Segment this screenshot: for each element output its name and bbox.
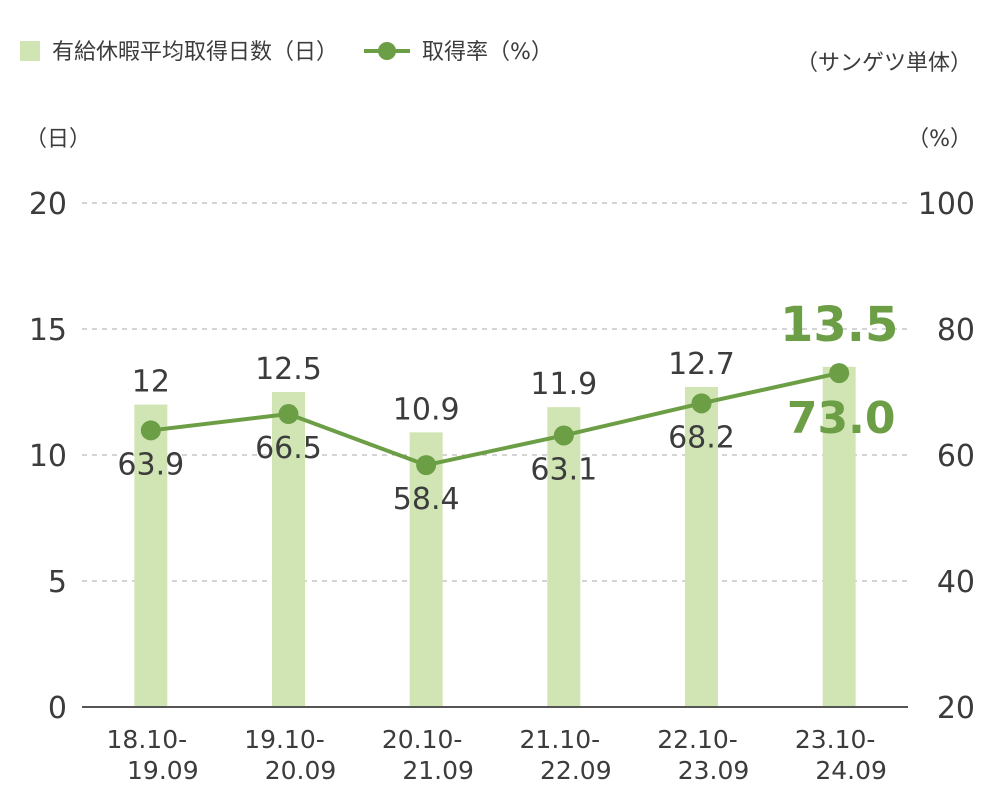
y-left-tick-label: 15 [29, 313, 67, 348]
line-point [140, 420, 161, 441]
bar [272, 392, 305, 707]
line-point [278, 404, 299, 425]
bar-value-label: 10.9 [393, 392, 460, 427]
line-value-label: 63.1 [530, 452, 597, 487]
bar [822, 366, 856, 707]
line-value-label: 66.5 [255, 431, 322, 466]
x-tick-label: 18.10- [107, 725, 188, 754]
bar-layer [134, 366, 856, 707]
bar [547, 407, 581, 707]
line-value-label: 68.2 [668, 420, 735, 455]
label-layer: 12 12.5 10.9 11.9 12.7 13.5 63.9 66.5 58.4 63.1 68… [117, 297, 898, 517]
y-left-tick-label: 20 [29, 187, 67, 222]
grid-layer [82, 202, 908, 582]
line-point [416, 455, 437, 476]
legend-line-label: 取得率（%） [422, 40, 553, 65]
scope-note: （サンゲツ単体） [796, 51, 972, 76]
x-tick-label: 21.10- [520, 725, 601, 754]
bar [685, 386, 718, 707]
y-left-unit: （日） [25, 127, 91, 152]
line-point [553, 425, 574, 446]
y-left-tick-label: 10 [29, 439, 67, 474]
y-right-tick-label: 100 [918, 187, 975, 222]
x-tick-label: 19.10- [244, 725, 325, 754]
legend-bar-label: 有給休暇平均取得日数（日） [52, 40, 338, 65]
x-tick-label: 19.09 [127, 756, 199, 785]
x-tick-label: 24.09 [815, 756, 887, 785]
y-right-tick-label: 60 [937, 439, 975, 474]
bar-value-label: 12.7 [668, 347, 735, 382]
line-point [691, 393, 712, 414]
axis-layer: 0 20 5 40 10 60 15 80 20 100 18.10-19.09 19.10-20.0… [29, 187, 975, 785]
y-right-tick-label: 40 [937, 565, 975, 600]
y-right-unit: （%） [907, 127, 972, 152]
bar [134, 404, 168, 707]
line-point [829, 363, 850, 384]
series-line [150, 371, 840, 468]
bar-value-label: 12 [132, 365, 170, 400]
x-tick-label: 20.09 [265, 756, 337, 785]
y-left-tick-label: 0 [48, 691, 67, 726]
x-tick-label: 20.10- [382, 725, 463, 754]
x-tick-label: 23.10- [795, 725, 876, 754]
x-tick-label: 23.09 [678, 756, 750, 785]
bar [409, 432, 443, 707]
y-left-tick-label: 5 [48, 565, 67, 600]
line-value-label: 63.9 [117, 447, 184, 482]
x-tick-label: 22.09 [540, 756, 612, 785]
bar-value-label: 11.9 [530, 367, 597, 402]
y-right-tick-label: 80 [937, 313, 975, 348]
bar-value-label: 13.5 [780, 297, 898, 353]
y-right-tick-label: 20 [937, 691, 975, 726]
legend-bar-swatch [20, 41, 40, 61]
legend-line-marker [378, 42, 396, 60]
line-layer [140, 363, 850, 476]
x-tick-label: 22.10- [657, 725, 738, 754]
line-value-label: 58.4 [393, 482, 460, 517]
bar-value-label: 12.5 [255, 352, 322, 387]
line-value-label: 73.0 [787, 393, 896, 444]
x-tick-label: 21.09 [402, 756, 474, 785]
